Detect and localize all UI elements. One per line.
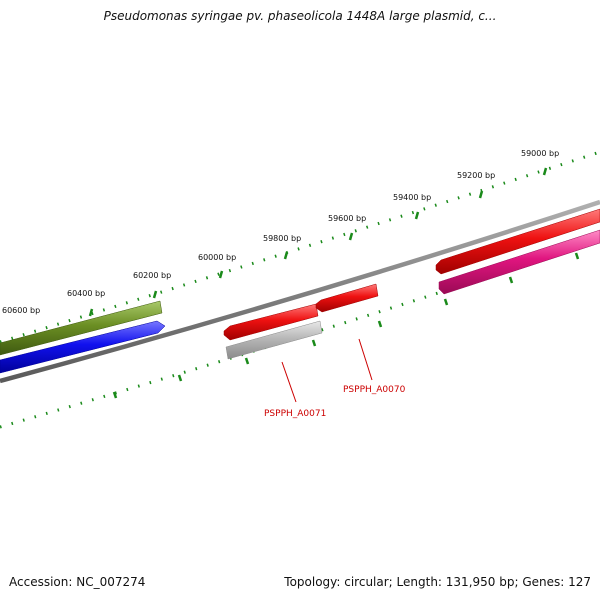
ruler-label-60600: 60600 bp [2,306,40,315]
ruler-tick [218,270,224,279]
ruler-tick [478,190,484,199]
ruler-tick [283,251,289,260]
ruler-tick [311,339,317,347]
ruler-labels: 59000 bp 59200 bp 59400 bp 59600 bp 5980… [2,149,559,315]
ruler-tick [414,211,420,220]
ruler-label-60400: 60400 bp [67,289,105,298]
ruler-tick [177,374,183,382]
gene-olive[interactable] [0,300,163,356]
outer-ruler: 59000 bp 59200 bp 59400 bp 59600 bp 5980… [0,149,600,344]
ruler-label-59400: 59400 bp [393,193,431,202]
ruler-tick [508,276,514,284]
gene-psspph-a0071-red[interactable] [223,303,319,341]
topology-summary-text: Topology: circular; Length: 131,950 bp; … [284,575,591,589]
ruler-tick [377,320,383,328]
ruler-tick [542,167,548,176]
gene-magenta-right[interactable] [438,229,600,295]
outer-ruler-ticks [88,167,548,317]
ruler-tick [112,391,118,399]
ruler-label-59000: 59000 bp [521,149,559,158]
inner-features [0,229,600,374]
ruler-tick [574,252,580,260]
gene-label-leader [358,338,373,381]
ruler-label-60000: 60000 bp [198,253,236,262]
ruler-label-59200: 59200 bp [457,171,495,180]
accession-text: Accession: NC_007274 [9,575,146,589]
gene-label-psspph-a0070[interactable]: PSPPH_A0070 [343,385,406,395]
ruler-tick [348,232,354,241]
gene-blue[interactable] [0,320,166,374]
inner-ruler-ticks [112,252,580,399]
ruler-label-59800: 59800 bp [263,234,301,243]
ruler-tick [88,308,94,317]
ruler-tick [152,290,158,299]
gene-label-psspph-a0071[interactable]: PSPPH_A0071 [264,409,326,419]
gene-psspph-a0070-red[interactable] [315,283,379,313]
map-title: Pseudomonas syringae pv. phaseolicola 14… [103,9,497,23]
ruler-label-59600: 59600 bp [328,214,366,223]
gene-red-right[interactable] [435,208,600,275]
ruler-tick [443,298,449,306]
gene-grey[interactable] [225,320,323,360]
gene-labels: PSPPH_A0070 PSPPH_A0071 [264,338,406,419]
ruler-tick [244,357,250,365]
outer-ruler-dots [0,150,600,344]
outer-features [0,208,600,356]
gene-label-leader [281,361,297,403]
ruler-label-60200: 60200 bp [133,271,171,280]
plasmid-backbone [0,199,600,384]
